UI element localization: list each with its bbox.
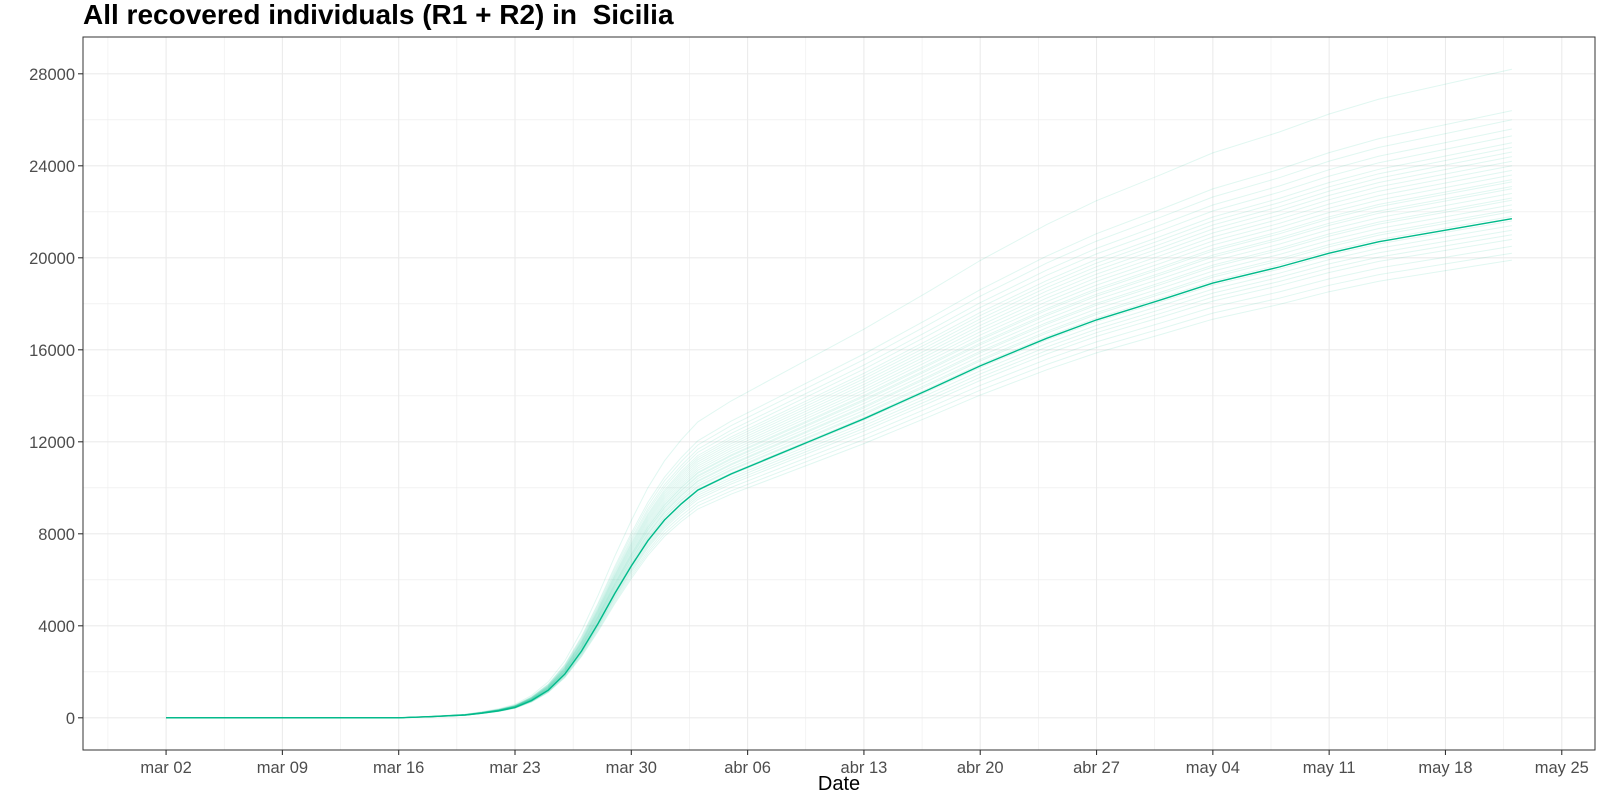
- ensemble-line: [166, 156, 1512, 719]
- x-axis: mar 02 mar 09 mar 16 mar 23 mar 30 abr 06 abr …: [140, 750, 1589, 777]
- main-series-line: [166, 218, 1513, 719]
- ensemble-line: [166, 197, 1512, 719]
- x-tick-label: abr 20: [957, 759, 1004, 777]
- y-tick-label: 8000: [38, 526, 75, 544]
- ensemble-line: [166, 211, 1512, 719]
- x-tick-label: abr 13: [841, 759, 888, 777]
- x-tick-label: abr 06: [724, 759, 771, 777]
- grid-major: [83, 37, 1595, 750]
- ensemble-line: [166, 128, 1513, 719]
- x-tick-label: may 11: [1303, 759, 1356, 777]
- y-tick-label: 28000: [29, 66, 75, 84]
- ensemble-line: [166, 110, 1513, 719]
- ensemble-line: [166, 119, 1513, 719]
- grid-minor: [83, 37, 1595, 750]
- x-tick-label: mar 09: [257, 759, 308, 777]
- y-axis: 0 4000 8000 12000 16000 20000 24000 28000: [29, 66, 83, 728]
- ensemble-line: [166, 181, 1512, 719]
- x-tick-label: may 18: [1418, 759, 1472, 777]
- ensemble-line: [166, 146, 1512, 719]
- ensemble-line: [166, 245, 1512, 719]
- ensemble-line: [166, 234, 1512, 719]
- ensemble-line: [166, 215, 1512, 719]
- y-tick-label: 0: [66, 710, 75, 728]
- main-line-group: [166, 218, 1513, 719]
- y-tick-label: 4000: [38, 618, 75, 636]
- y-tick-label: 20000: [29, 250, 75, 268]
- ensemble-line: [166, 68, 1513, 719]
- panel-border: [82, 36, 1596, 751]
- ensemble-line: [166, 135, 1512, 719]
- x-tick-label: mar 16: [373, 759, 424, 777]
- x-axis-title: Date: [818, 773, 860, 795]
- x-tick-label: mar 23: [489, 759, 540, 777]
- ensemble-line: [166, 186, 1512, 719]
- y-tick-label: 12000: [29, 434, 75, 452]
- chart-title: All recovered individuals (R1 + R2) in S…: [83, 0, 674, 30]
- ensemble-line: [166, 225, 1512, 719]
- x-tick-label: abr 27: [1073, 759, 1120, 777]
- ensemble-line: [166, 220, 1512, 719]
- ensemble-line: [166, 160, 1512, 719]
- ensemble-line: [166, 142, 1512, 719]
- x-tick-label: may 04: [1186, 759, 1240, 777]
- ensemble-line: [166, 209, 1512, 719]
- ensemble-line: [166, 259, 1512, 719]
- y-tick-label: 16000: [29, 342, 75, 360]
- ensemble-line: [166, 238, 1512, 719]
- ensemble-line: [166, 252, 1512, 719]
- ensemble-line: [166, 204, 1512, 719]
- ensemble-lines: [166, 68, 1513, 719]
- ensemble-line: [166, 192, 1512, 719]
- x-tick-label: mar 02: [140, 759, 191, 777]
- y-tick-label: 24000: [29, 158, 75, 176]
- x-tick-label: may 25: [1535, 759, 1589, 777]
- ensemble-line: [166, 151, 1512, 719]
- x-tick-label: mar 30: [606, 759, 657, 777]
- ensemble-line: [166, 229, 1512, 719]
